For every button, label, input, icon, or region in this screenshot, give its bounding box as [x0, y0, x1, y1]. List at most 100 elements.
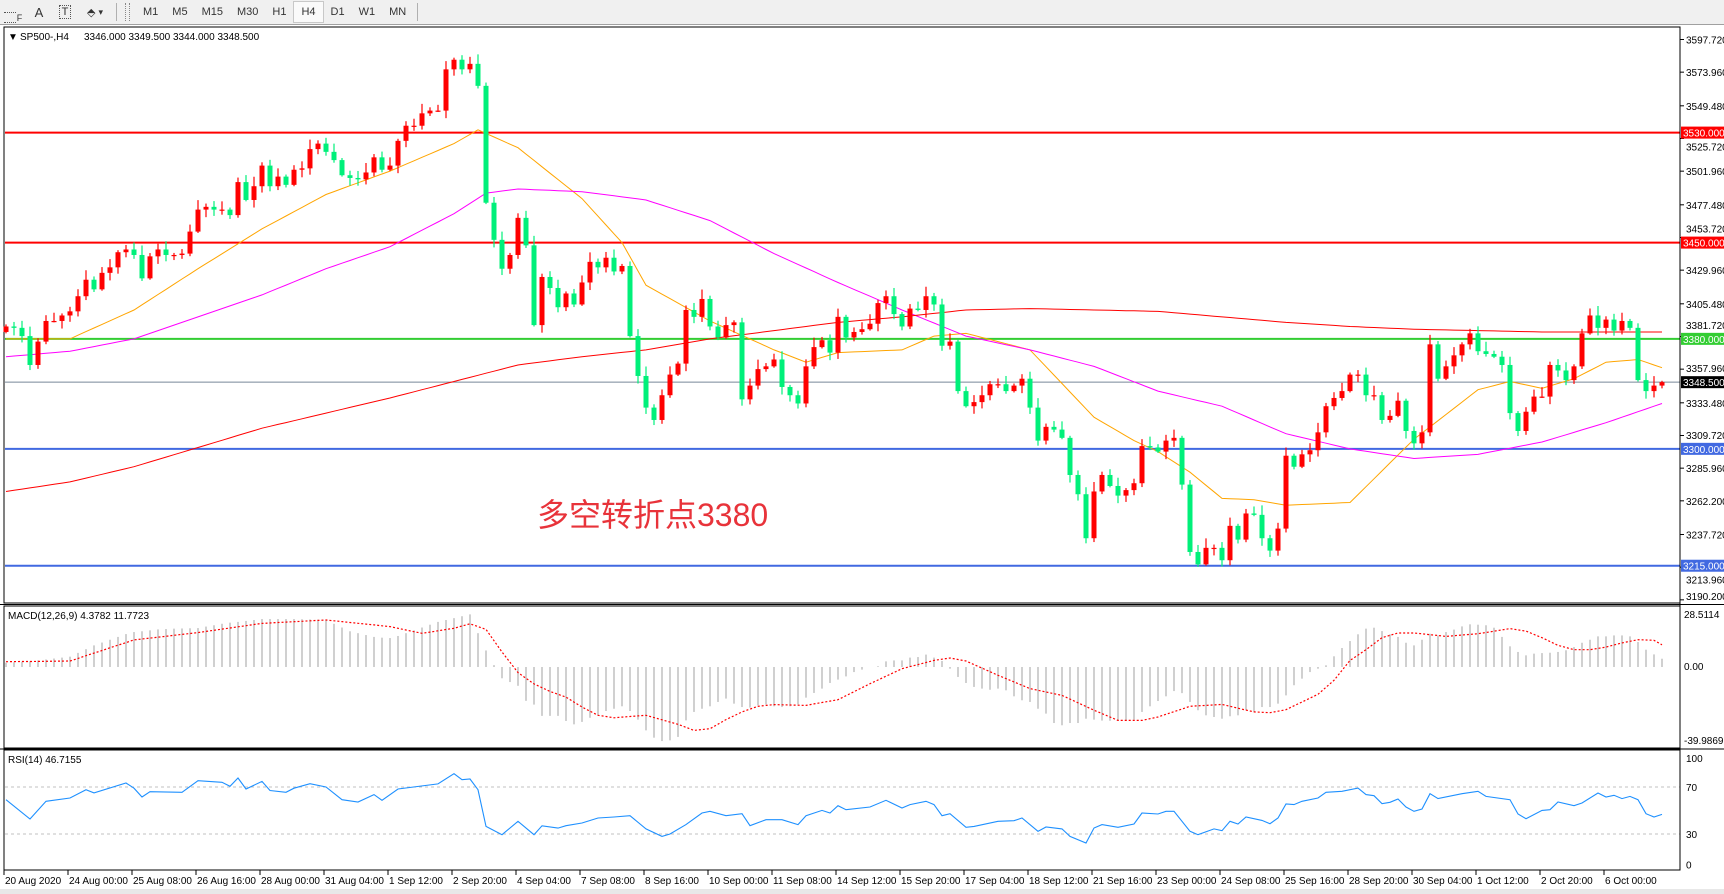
- candle: [1291, 453, 1297, 470]
- timeframe-h4-button[interactable]: H4: [293, 1, 324, 23]
- macd-axis-label: -39.9869: [1684, 736, 1724, 747]
- price-axis-label: 3333.480: [1686, 399, 1724, 410]
- candle: [1531, 389, 1537, 415]
- candle-body: [99, 272, 105, 290]
- candle-body: [443, 69, 449, 111]
- text-label-icon[interactable]: T: [52, 1, 78, 23]
- candle: [659, 389, 665, 424]
- candle: [1427, 334, 1433, 437]
- candle-body: [1083, 494, 1089, 539]
- candle-body: [1123, 490, 1129, 496]
- candle-body: [1411, 430, 1417, 444]
- candle: [1539, 387, 1545, 398]
- candle-body: [1443, 366, 1449, 379]
- candle-body: [571, 293, 577, 305]
- candle-body: [115, 252, 121, 268]
- candle-body: [603, 257, 609, 268]
- time-axis-label: 24 Sep 08:00: [1221, 876, 1281, 887]
- candle: [507, 252, 513, 274]
- candle: [547, 271, 553, 295]
- candle: [1403, 398, 1409, 439]
- price-axis-label: 3285.960: [1686, 464, 1724, 475]
- candle-body: [811, 347, 817, 367]
- candle: [611, 249, 617, 276]
- timeframe-m15-button[interactable]: M15: [201, 6, 223, 18]
- candle: [1011, 383, 1017, 393]
- timeframe-mn-button[interactable]: MN: [389, 6, 407, 18]
- candle-body: [363, 172, 369, 180]
- candle-body: [1171, 437, 1177, 441]
- candle: [1179, 435, 1185, 490]
- time-axis-label: 1 Sep 12:00: [389, 876, 443, 887]
- candle: [1459, 342, 1465, 362]
- candle: [459, 55, 465, 75]
- candle-body: [1051, 426, 1057, 430]
- candle-body: [899, 314, 905, 327]
- candle: [1083, 487, 1089, 544]
- candle: [1243, 508, 1249, 543]
- shapes-arrow-icon[interactable]: ⬘ ▾: [87, 6, 103, 19]
- candle-body: [1147, 446, 1153, 448]
- candle: [147, 253, 153, 280]
- candle-body: [267, 165, 273, 187]
- candle-body: [963, 391, 969, 407]
- collapse-arrow-icon[interactable]: ▼: [8, 32, 18, 43]
- price-axis-label: 3262.200: [1686, 497, 1724, 508]
- timeframe-w1-button[interactable]: W1: [358, 6, 376, 18]
- candle-body: [819, 340, 825, 348]
- candle: [347, 170, 353, 186]
- candle-body: [1555, 364, 1561, 371]
- timeframe-m1-button[interactable]: M1: [143, 6, 159, 18]
- candle: [251, 176, 257, 208]
- timeframe-d1-button[interactable]: D1: [330, 6, 345, 18]
- candle-body: [1435, 344, 1441, 379]
- candle: [515, 213, 521, 259]
- timeframe-m5-button[interactable]: M5: [172, 6, 188, 18]
- moving-average-line: [5, 308, 1662, 492]
- candle-body: [403, 125, 409, 141]
- candle-body: [1459, 344, 1465, 356]
- candle-body: [627, 265, 633, 337]
- time-axis-label: 31 Aug 04:00: [325, 876, 384, 887]
- moving-average-line: [6, 129, 1663, 506]
- candle: [795, 390, 801, 409]
- candle-body: [1355, 374, 1361, 376]
- candle: [451, 57, 457, 76]
- shapes-dropdown-chevron-icon[interactable]: ▾: [98, 6, 103, 17]
- grid-properties-icon[interactable]: F: [0, 1, 26, 23]
- candle-body: [779, 359, 785, 387]
- candle: [51, 312, 57, 323]
- candle: [803, 359, 809, 408]
- candle: [1131, 478, 1137, 496]
- timeframe-m30-button[interactable]: M30: [236, 6, 259, 18]
- candle-body: [1499, 356, 1505, 365]
- timeframe-h1-button[interactable]: H1: [272, 6, 287, 18]
- time-axis-label: 21 Sep 16:00: [1093, 876, 1153, 887]
- time-axis-label: 28 Aug 00:00: [261, 876, 320, 887]
- candle-body: [1291, 455, 1297, 467]
- toolbar-grip[interactable]: [125, 3, 130, 21]
- pivot-annotation[interactable]: 多空转折点3380: [537, 497, 768, 533]
- price-axis-label: 3309.720: [1686, 431, 1724, 442]
- rsi-axis-label: 0: [1686, 860, 1692, 871]
- macd-signal-line: [5, 619, 1663, 732]
- candle-body: [1611, 319, 1617, 331]
- candle: [1075, 470, 1081, 501]
- candle-body: [163, 249, 169, 255]
- time-axis-label: 8 Sep 16:00: [645, 876, 699, 887]
- time-axis-label: 15 Sep 20:00: [901, 876, 961, 887]
- candle: [691, 302, 697, 324]
- candle-body: [411, 125, 417, 127]
- candle-body: [51, 320, 57, 323]
- candle-body: [1275, 528, 1281, 551]
- candle-body: [27, 336, 33, 365]
- candle-body: [635, 336, 641, 376]
- candle: [1051, 421, 1057, 433]
- time-axis-label: 23 Sep 00:00: [1157, 876, 1217, 887]
- text-tool-icon[interactable]: A: [26, 1, 52, 23]
- candle: [899, 312, 905, 331]
- price-axis-label: 3477.480: [1686, 201, 1724, 212]
- candle: [571, 288, 577, 308]
- candle: [331, 143, 337, 163]
